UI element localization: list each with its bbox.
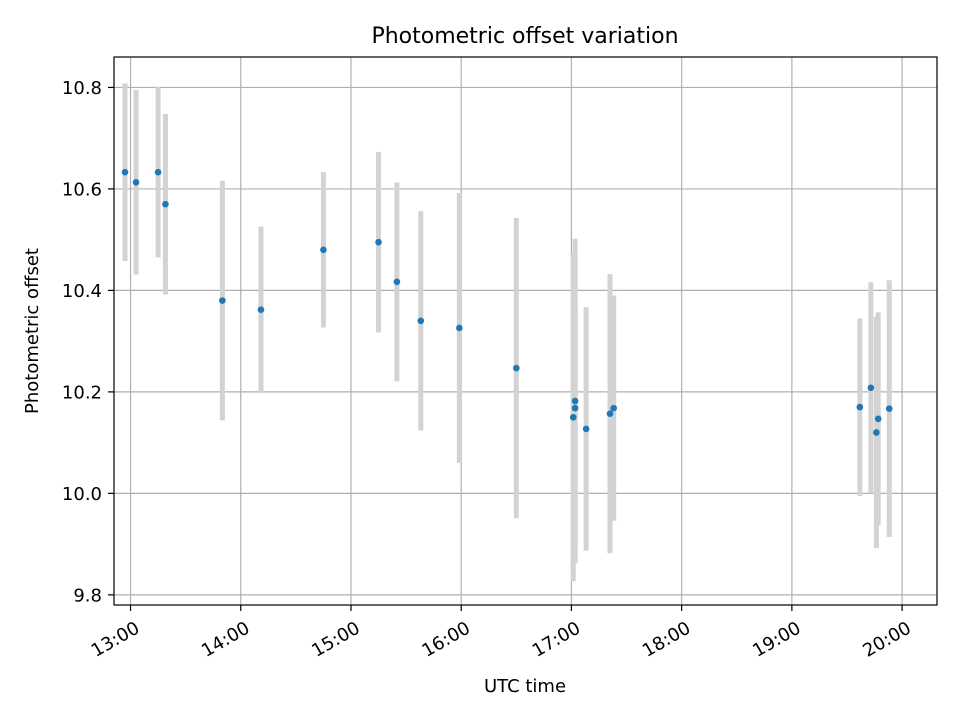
data-point [513, 364, 520, 372]
data-point [867, 384, 875, 392]
data-point [571, 404, 579, 412]
data-point [320, 246, 327, 254]
point-layer [121, 168, 893, 436]
chart-title: Photometric offset variation [371, 24, 678, 49]
data-point [873, 429, 880, 436]
plot-frame [113, 56, 938, 606]
data-point [885, 405, 893, 412]
data-point [375, 238, 382, 246]
y-tick-label: 10.0 [62, 484, 102, 505]
data-point [456, 324, 463, 332]
data-point [121, 168, 129, 176]
data-point [606, 410, 614, 418]
data-point [132, 179, 140, 186]
data-point [417, 317, 425, 325]
data-point [582, 425, 590, 433]
data-point [393, 278, 401, 286]
data-point [571, 397, 579, 405]
data-point [874, 415, 882, 423]
data-point [610, 404, 617, 412]
data-point [856, 403, 864, 411]
data-point [154, 168, 162, 176]
y-tick-label: 10.8 [62, 78, 102, 99]
data-point [162, 200, 169, 208]
data-point [569, 413, 577, 421]
y-axis-title: Photometric offset [22, 248, 43, 414]
y-tick-label: 10.6 [62, 179, 102, 200]
data-point [219, 297, 226, 304]
y-tick-label: 9.8 [73, 585, 102, 606]
y-tick-label: 10.4 [62, 281, 102, 302]
x-axis-title: UTC time [484, 676, 566, 697]
data-point [257, 306, 265, 313]
y-tick-label: 10.2 [62, 382, 102, 403]
